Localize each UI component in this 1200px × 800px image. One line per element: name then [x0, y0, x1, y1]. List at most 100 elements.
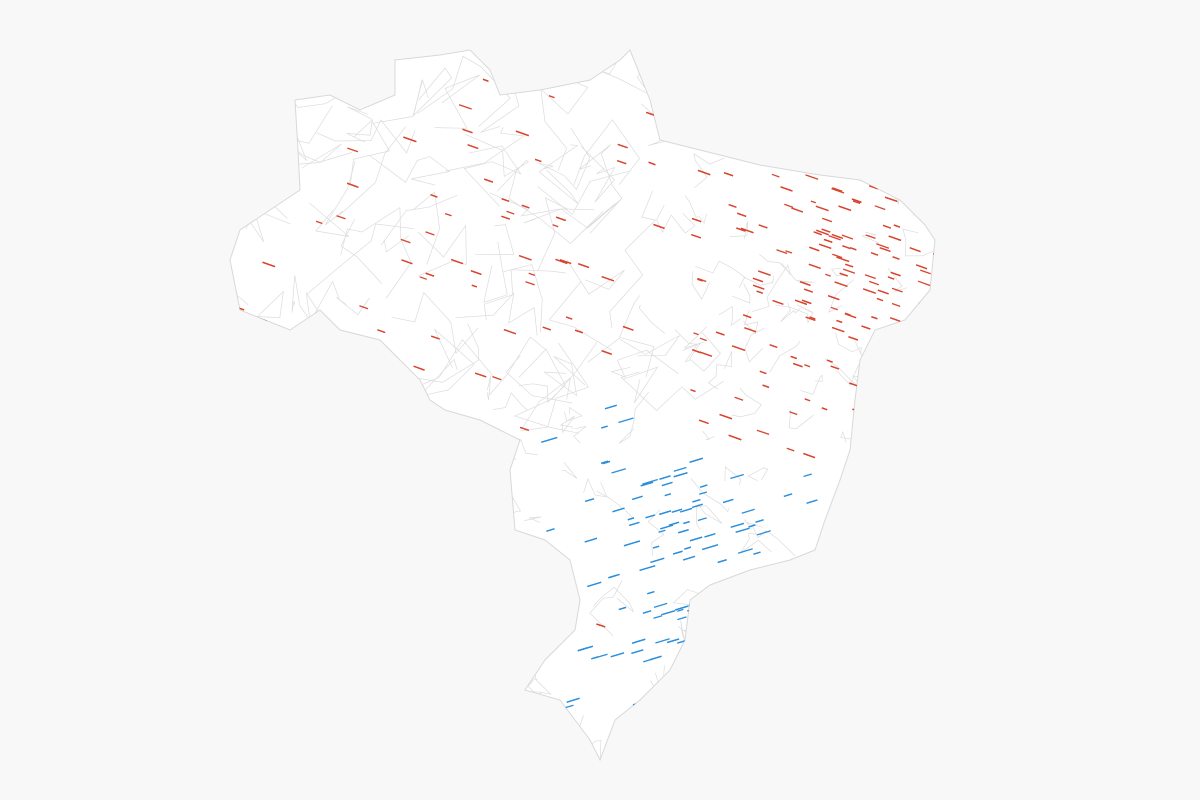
arrow-red	[425, 231, 435, 236]
arrow-red	[848, 132, 861, 138]
border-line	[537, 197, 568, 271]
arrow-red	[743, 314, 752, 319]
arrow-red	[754, 99, 767, 105]
border-line	[775, 304, 814, 324]
arrow-blue	[659, 475, 671, 480]
arrow-blue	[627, 517, 635, 521]
border-line	[461, 483, 471, 504]
arrow-red	[275, 143, 285, 148]
arrow-red	[895, 127, 908, 134]
border-line	[888, 687, 915, 699]
arrow-blue	[677, 616, 687, 621]
arrow-red	[377, 329, 386, 334]
arrow-red	[288, 333, 300, 339]
arrow-red	[352, 398, 362, 403]
arrow-red	[268, 477, 277, 482]
arrow-red	[912, 110, 923, 116]
border-line	[237, 706, 265, 731]
arrow-blue	[618, 732, 634, 739]
arrow-red	[895, 127, 908, 134]
arrow-blue	[601, 425, 608, 429]
arrow-red	[719, 413, 733, 420]
border-line	[445, 127, 525, 172]
arrow-red	[236, 172, 248, 178]
arrow-red	[288, 333, 300, 339]
border-line	[325, 161, 356, 226]
arrow-red	[346, 182, 359, 188]
arrow-red	[818, 243, 832, 250]
border-line	[830, 267, 844, 277]
border-line	[799, 614, 831, 643]
arrow-red	[839, 272, 848, 277]
arrow-red	[928, 316, 935, 322]
border-line	[747, 467, 769, 482]
arrow-red	[838, 205, 852, 212]
arrow-red	[836, 319, 843, 324]
border-line	[800, 374, 823, 395]
arrow-red	[816, 229, 829, 236]
border-line	[718, 305, 742, 327]
arrow-red	[771, 173, 780, 178]
arrow-red	[849, 382, 858, 387]
arrow-red	[821, 407, 828, 411]
border-line	[491, 696, 531, 732]
arrow-red	[888, 158, 898, 163]
border-line	[409, 561, 431, 579]
arrow-red	[888, 235, 902, 242]
arrow-red	[513, 80, 524, 86]
arrow-red	[275, 143, 285, 148]
border-line	[405, 50, 476, 56]
arrow-red	[865, 675, 874, 680]
arrow-red	[470, 270, 482, 276]
arrow-red	[879, 247, 891, 253]
arrow-red	[534, 158, 542, 163]
arrow-blue	[860, 532, 871, 537]
arrow-red	[865, 234, 876, 240]
arrow-red	[841, 234, 854, 240]
arrow-blue	[834, 553, 846, 558]
arrow-blue	[673, 466, 687, 472]
arrow-red	[467, 144, 479, 150]
arrow-blue	[700, 688, 710, 693]
arrow-red	[815, 205, 829, 212]
arrow-red	[901, 327, 908, 331]
arrow-red	[525, 281, 535, 286]
border-line	[306, 463, 325, 498]
arrow-red	[734, 396, 744, 401]
border-line	[583, 739, 618, 760]
arrow-red	[884, 196, 898, 203]
border-line	[312, 280, 370, 317]
border-line	[396, 497, 409, 520]
border-line	[788, 410, 814, 430]
border-line	[245, 290, 284, 323]
arrow-red	[890, 90, 902, 96]
arrow-red	[832, 253, 843, 259]
arrow-blue	[591, 656, 599, 660]
arrow-red	[862, 288, 876, 294]
arrow-blue	[618, 732, 634, 739]
border-line	[922, 590, 935, 608]
arrow-red	[877, 289, 889, 295]
border-line	[711, 78, 751, 126]
arrow-red	[622, 325, 634, 331]
arrow-blue	[673, 550, 683, 555]
arrow-blue	[647, 590, 655, 595]
border-line	[538, 144, 579, 205]
border-line	[538, 127, 591, 191]
arrow-red	[691, 233, 702, 239]
border-line	[754, 108, 772, 126]
border-line	[239, 540, 257, 573]
arrow-red	[731, 345, 746, 352]
country-shape	[229, 49, 936, 762]
border-line	[309, 202, 350, 237]
border-line	[285, 401, 309, 424]
arrow-red	[596, 623, 606, 628]
border-line	[368, 154, 451, 186]
arrow-red	[244, 209, 254, 214]
arrow-red	[518, 254, 532, 261]
border-line	[276, 476, 318, 497]
arrow-blue	[577, 645, 593, 652]
arrow-blue	[661, 610, 676, 616]
arrow-blue	[561, 571, 572, 576]
arrow-red	[326, 450, 339, 456]
